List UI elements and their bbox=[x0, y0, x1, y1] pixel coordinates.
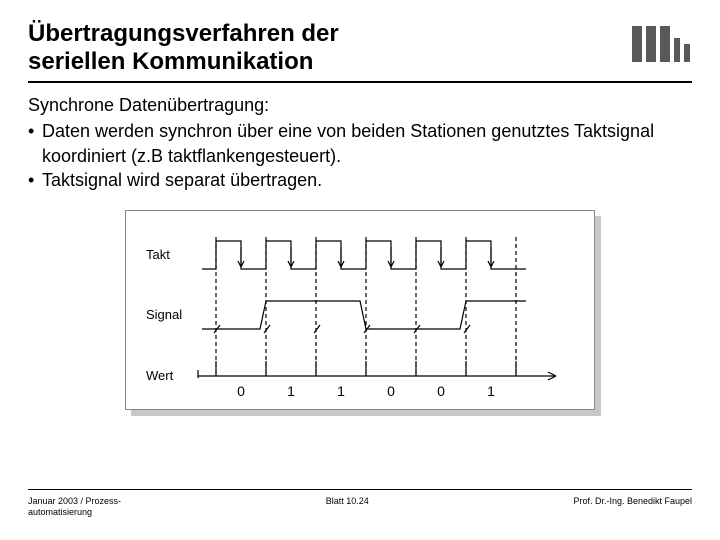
footer-left: Januar 2003 / Prozess- automatisierung bbox=[28, 496, 121, 518]
title-line-2: seriellen Kommunikation bbox=[28, 48, 313, 75]
htw-logo bbox=[632, 26, 692, 67]
bullet-item: • Daten werden synchron über eine von be… bbox=[28, 119, 692, 168]
svg-text:0: 0 bbox=[387, 383, 395, 399]
content: Synchrone Datenübertragung: • Daten werd… bbox=[28, 93, 692, 410]
svg-text:1: 1 bbox=[337, 383, 345, 399]
svg-text:1: 1 bbox=[287, 383, 295, 399]
header: Übertragungsverfahren der seriellen Komm… bbox=[28, 20, 692, 83]
page-title: Übertragungsverfahren der seriellen Komm… bbox=[28, 20, 339, 75]
diagram-container: Takt Signal Wert 0 1 1 0 0 1 bbox=[28, 210, 692, 410]
svg-text:Wert: Wert bbox=[146, 368, 174, 383]
diagram-shadow: Takt Signal Wert 0 1 1 0 0 1 bbox=[125, 210, 595, 410]
footer-subject: automatisierung bbox=[28, 507, 92, 517]
bullet-text: Taktsignal wird separat übertragen. bbox=[42, 168, 692, 192]
footer-date: Januar 2003 / Prozess- bbox=[28, 496, 121, 506]
svg-text:Takt: Takt bbox=[146, 247, 170, 262]
author: Prof. Dr.-Ing. Benedikt Faupel bbox=[573, 496, 692, 506]
footer-center: Blatt 10.24 bbox=[121, 496, 573, 506]
bullet-marker: • bbox=[28, 119, 42, 168]
footer-right: Prof. Dr.-Ing. Benedikt Faupel bbox=[573, 496, 692, 506]
svg-text:Signal: Signal bbox=[146, 307, 182, 322]
bullet-marker: • bbox=[28, 168, 42, 192]
svg-text:1: 1 bbox=[487, 383, 495, 399]
svg-text:0: 0 bbox=[437, 383, 445, 399]
svg-text:0: 0 bbox=[237, 383, 245, 399]
slide-number: Blatt 10.24 bbox=[326, 496, 369, 506]
bullet-text: Daten werden synchron über eine von beid… bbox=[42, 119, 692, 168]
timing-diagram: Takt Signal Wert 0 1 1 0 0 1 bbox=[125, 210, 595, 410]
subheading: Synchrone Datenübertragung: bbox=[28, 93, 692, 117]
footer: Januar 2003 / Prozess- automatisierung B… bbox=[28, 489, 692, 518]
title-line-1: Übertragungsverfahren der bbox=[28, 20, 339, 47]
bullet-item: • Taktsignal wird separat übertragen. bbox=[28, 168, 692, 192]
